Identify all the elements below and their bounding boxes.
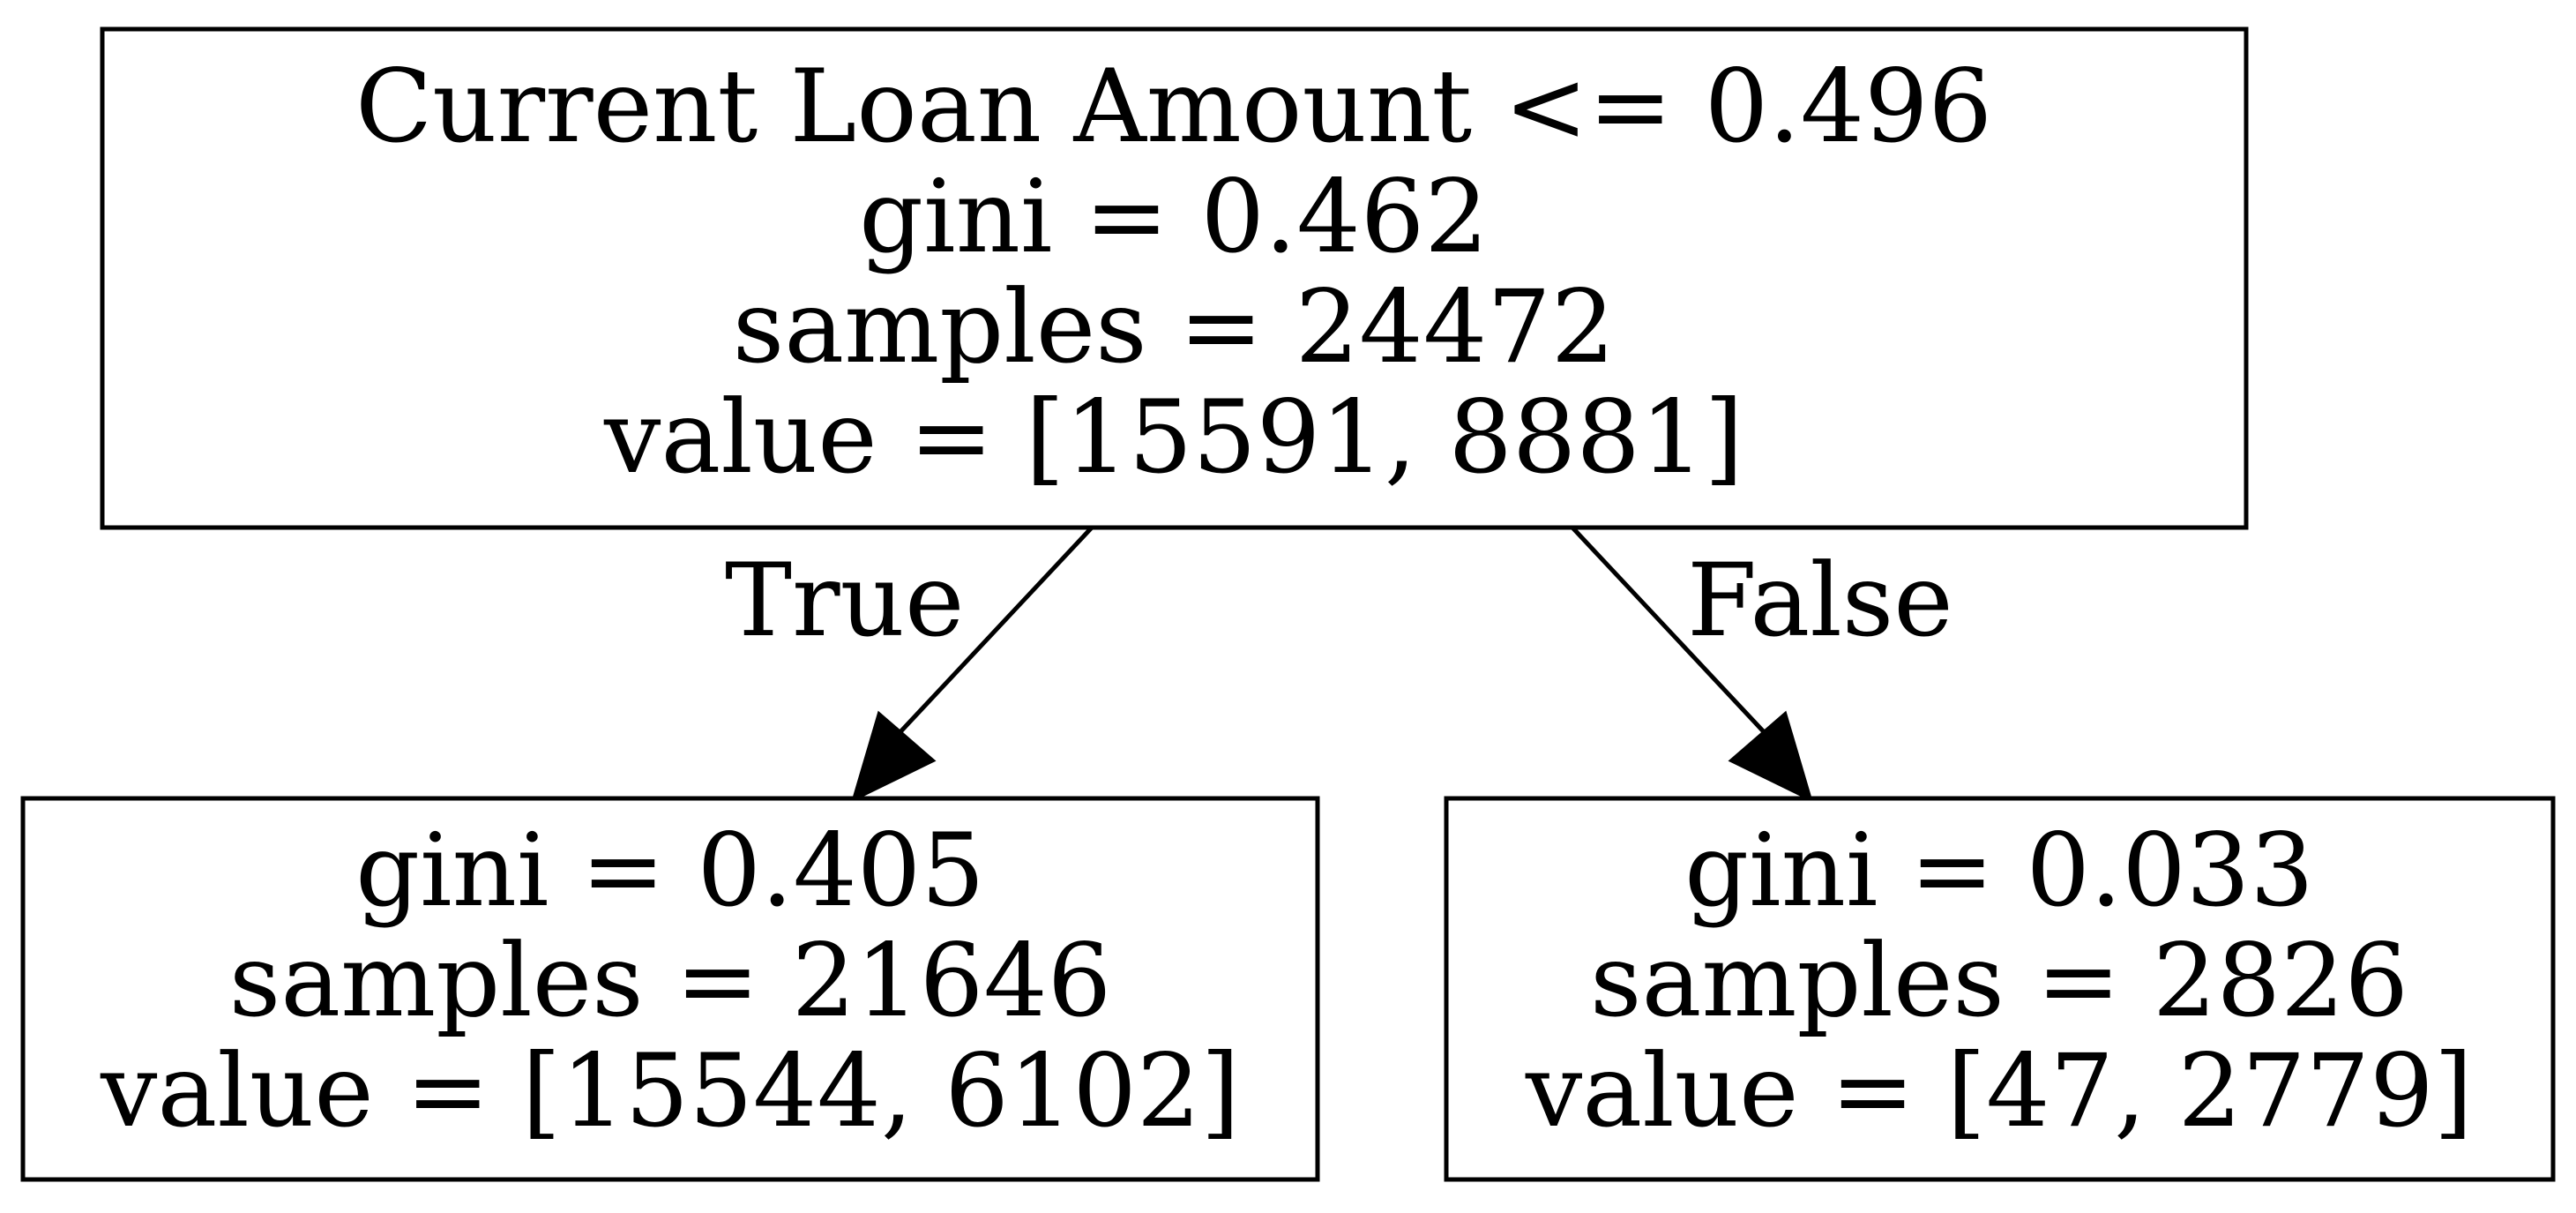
edge-true-line bbox=[893, 526, 1094, 739]
root-node-box bbox=[100, 26, 2249, 530]
edge-true bbox=[850, 526, 1094, 803]
root-samples: samples = 24472 bbox=[733, 268, 1616, 386]
left-gini: gini = 0.405 bbox=[355, 812, 985, 929]
right-samples: samples = 2826 bbox=[1590, 922, 2408, 1039]
right-value: value = [47, 2779] bbox=[1525, 1032, 2473, 1149]
root-value: value = [15591, 8881] bbox=[603, 378, 1743, 496]
left-leaf-box bbox=[20, 796, 1320, 1182]
right-leaf-box bbox=[1444, 796, 2556, 1182]
edge-false-arrowhead bbox=[1728, 710, 1814, 803]
root-split-condition: Current Loan Amount <= 0.496 bbox=[355, 48, 1992, 165]
edge-false bbox=[1571, 526, 1814, 803]
left-samples: samples = 21646 bbox=[229, 922, 1112, 1039]
edge-false-line bbox=[1571, 526, 1771, 739]
left-value: value = [15544, 6102] bbox=[100, 1032, 1240, 1149]
root-node: Current Loan Amount <= 0.496 gini = 0.46… bbox=[100, 26, 2249, 530]
right-leaf-node: gini = 0.033 samples = 2826 value = [47,… bbox=[1444, 796, 2556, 1182]
root-gini: gini = 0.462 bbox=[859, 158, 1489, 275]
edge-false-label: False bbox=[1687, 542, 1953, 659]
edge-true-label: True bbox=[725, 542, 964, 659]
left-leaf-node: gini = 0.405 samples = 21646 value = [15… bbox=[20, 796, 1320, 1182]
right-gini: gini = 0.033 bbox=[1684, 812, 2314, 929]
edge-true-arrowhead bbox=[850, 710, 937, 803]
